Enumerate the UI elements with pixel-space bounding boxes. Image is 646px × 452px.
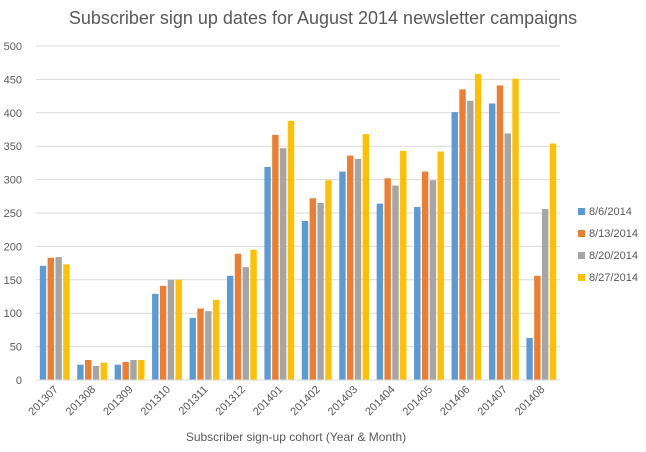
y-tick-label: 200 (4, 241, 22, 253)
bar (496, 85, 504, 380)
legend-swatch (578, 274, 585, 281)
x-tick-label: 201308 (64, 384, 98, 418)
y-axis-ticks: 0 50 100 150 200 250 300 350 400 450 500 (4, 41, 22, 387)
bar (549, 143, 557, 380)
bar (541, 208, 549, 380)
bar (488, 103, 496, 380)
y-tick-label: 500 (4, 41, 22, 53)
bar (226, 275, 234, 380)
x-tick-label: 201311 (177, 384, 211, 418)
x-tick-label: 201403 (326, 384, 360, 418)
bar (339, 171, 346, 380)
bar (474, 74, 482, 380)
y-tick-label: 250 (4, 208, 22, 220)
x-tick-label: 201402 (288, 384, 322, 418)
x-tick-label: 201408 (513, 384, 547, 418)
bar (301, 221, 309, 380)
x-tick-label: 201405 (401, 384, 435, 418)
bar (167, 279, 175, 380)
bar (384, 178, 391, 380)
x-tick-label: 201404 (363, 384, 397, 418)
legend: 8/6/2014 8/13/2014 8/20/2014 8/27/2014 (578, 206, 638, 284)
x-tick-label: 201309 (101, 384, 135, 418)
bar (376, 203, 384, 380)
bar (77, 364, 84, 380)
chart-title: Subscriber sign up dates for August 2014… (69, 8, 577, 28)
bar (85, 359, 92, 380)
bar (39, 265, 47, 380)
bar (138, 359, 145, 380)
bar (414, 206, 421, 380)
legend-swatch (578, 230, 585, 237)
bar (234, 253, 242, 380)
bar (250, 249, 257, 380)
bar (279, 148, 287, 380)
bar (287, 120, 295, 380)
x-tick-label: 201401 (251, 384, 285, 418)
bar (400, 150, 407, 380)
legend-label: 8/6/2014 (589, 206, 632, 218)
bar (467, 100, 474, 380)
legend-swatch (578, 208, 585, 215)
bar (317, 202, 324, 380)
bar (354, 158, 362, 380)
y-tick-label: 150 (4, 275, 22, 287)
bar (55, 257, 62, 380)
bar (392, 185, 399, 380)
legend-label: 8/13/2014 (589, 228, 638, 240)
bar (242, 267, 249, 380)
bar (212, 299, 220, 380)
bars (39, 74, 557, 381)
bar (362, 134, 370, 380)
y-tick-label: 0 (16, 375, 22, 387)
y-tick-label: 300 (4, 175, 22, 187)
bar (421, 171, 429, 380)
x-tick-label: 201307 (26, 384, 60, 418)
bar (152, 293, 159, 380)
bar (264, 166, 271, 380)
bar (347, 155, 354, 380)
gridlines (36, 45, 560, 348)
bar (325, 180, 332, 380)
bar (526, 337, 533, 380)
x-tick-label: 201407 (476, 384, 510, 418)
x-tick-label: 201310 (139, 384, 173, 418)
bar (309, 198, 317, 380)
bar (122, 361, 129, 380)
bar (451, 112, 458, 380)
x-axis-title: Subscriber sign-up cohort (Year & Month) (186, 430, 406, 444)
bar (459, 89, 466, 381)
bar (47, 257, 55, 380)
bar (437, 151, 444, 380)
bar (205, 311, 212, 380)
legend-label: 8/20/2014 (589, 250, 638, 262)
x-tick-label: 201312 (214, 384, 248, 418)
bar (175, 279, 182, 380)
bar (429, 180, 437, 380)
bar (189, 317, 196, 380)
bar (100, 362, 108, 380)
y-tick-label: 50 (10, 342, 22, 354)
bar (512, 78, 519, 380)
y-tick-label: 450 (4, 74, 22, 86)
bar (130, 359, 137, 380)
y-tick-label: 400 (4, 108, 22, 120)
y-tick-label: 100 (4, 308, 22, 320)
bar (159, 285, 167, 380)
legend-label: 8/27/2014 (589, 272, 638, 284)
bar (92, 365, 100, 380)
bar (114, 364, 122, 380)
bar (63, 264, 70, 380)
bar (272, 134, 279, 380)
x-tick-label: 201406 (438, 384, 472, 418)
legend-swatch (578, 252, 585, 259)
x-axis-ticks: 201307 201308 201309 201310 201311 201312 2014… (26, 384, 547, 418)
bar (534, 275, 541, 380)
y-tick-label: 350 (4, 141, 22, 153)
bar (504, 133, 511, 380)
bar (197, 308, 204, 380)
